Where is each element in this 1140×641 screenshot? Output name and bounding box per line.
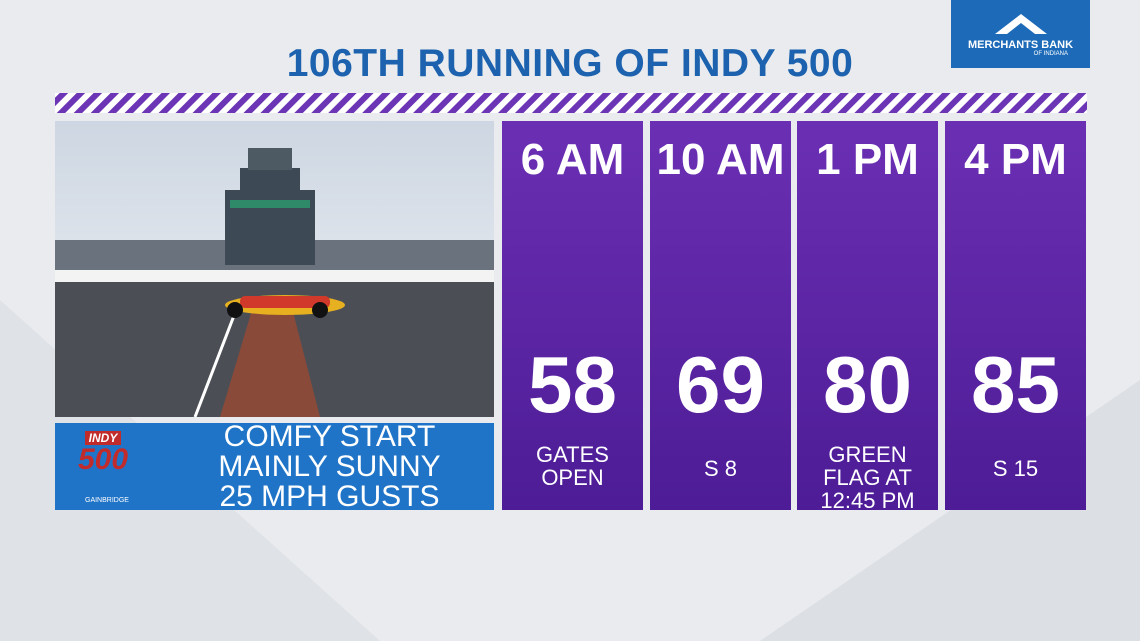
note-line: GATES [536,442,609,467]
temperature: 85 [971,340,1060,429]
note-line: GREEN [828,442,907,467]
summary-line: MAINLY SUNNY [218,450,441,483]
time: 10 AM [656,135,785,184]
note-line: 12:45 PM [820,488,915,513]
time: 1 PM [816,135,919,184]
summary-box: INDY 500 GAINBRIDGE COMFY START MAINLY S… [55,420,494,513]
note-line: OPEN [541,465,604,490]
forecast-column: 4 PM 85 S 15 [945,121,1086,510]
sponsor-name: MERCHANTS BANK [967,39,1074,51]
note-line: S 8 [703,456,738,481]
summary-line: COMFY START [223,420,436,453]
time: 4 PM [964,135,1067,184]
note-line: S 15 [992,456,1039,481]
note: S 15 [945,457,1086,480]
temperature: 58 [528,340,617,429]
logo-indy: INDY [85,431,121,445]
forecast-column: 6 AM 58 GATES OPEN [502,121,643,510]
sponsor-sub: OF INDIANA [1033,51,1068,57]
note: S 8 [650,457,791,480]
forecast-column: 1 PM 80 GREEN FLAG AT 12:45 PM [797,121,938,512]
sponsor-badge: MERCHANTS BANK OF INDIANA [951,0,1090,68]
temperature: 69 [676,340,765,429]
note: GREEN FLAG AT 12:45 PM [797,443,938,512]
title: 106TH RUNNING OF INDY 500 [286,42,854,85]
photo [55,121,494,418]
note: GATES OPEN [502,443,643,489]
logo-sponsor: GAINBRIDGE [85,497,129,504]
temperature: 80 [823,340,912,429]
note-line: FLAG AT [823,465,912,490]
forecast-column: 10 AM 69 S 8 [650,121,791,510]
summary-line: 25 MPH GUSTS [219,480,440,513]
logo-500: 500 [77,443,129,476]
time: 6 AM [520,135,625,184]
